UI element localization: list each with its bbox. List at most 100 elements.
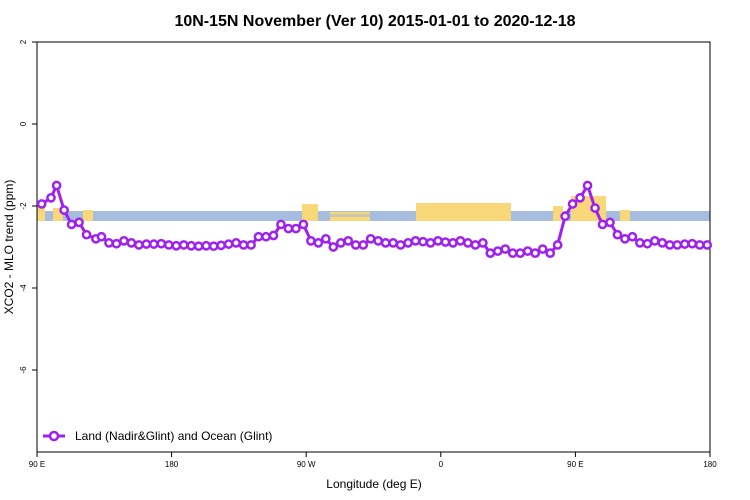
data-point (134, 240, 144, 250)
land-patch (37, 203, 45, 221)
data-point (283, 223, 294, 234)
data-point (694, 240, 705, 250)
data-point (298, 219, 309, 230)
data-point (582, 180, 593, 191)
x-axis-label: Longitude (deg E) (326, 477, 421, 491)
data-point (178, 240, 189, 250)
land-patch (53, 208, 63, 221)
data-point (440, 237, 451, 247)
data-point (418, 236, 428, 247)
y-axis: 2 0 -2 -4 -6 (19, 39, 37, 374)
data-point (560, 211, 570, 222)
data-point (335, 238, 346, 248)
data-point (679, 239, 690, 249)
data-point (46, 192, 56, 203)
data-point (478, 238, 488, 248)
data-point (223, 239, 234, 249)
data-point (216, 240, 226, 251)
data-point (672, 240, 683, 250)
data-point (231, 238, 241, 248)
data-point (328, 242, 339, 252)
ocean-band (37, 211, 710, 221)
data-point (96, 231, 107, 242)
data-point (612, 229, 623, 240)
data-point (320, 233, 331, 244)
data-point (186, 240, 197, 251)
chart-title: 10N-15N November (Ver 10) 2015-01-01 to … (174, 13, 575, 30)
data-point (350, 240, 361, 250)
y-axis-label: XCO2 - MLO trend (ppm) (2, 180, 16, 315)
data-point (276, 219, 286, 230)
data-point (515, 248, 526, 258)
data-point (380, 238, 391, 248)
x-tick-label: 180 (703, 460, 717, 469)
data-point (635, 238, 645, 248)
data-point (343, 236, 354, 246)
data-point (597, 219, 608, 230)
y-tick-label: 0 (19, 121, 28, 126)
land-ocean-map-strip (37, 196, 710, 221)
data-point (620, 233, 630, 244)
data-point (433, 236, 443, 246)
data-point (148, 239, 159, 249)
data-point (365, 233, 376, 244)
data-point (492, 246, 503, 256)
data-point (36, 199, 47, 209)
data-point (627, 231, 638, 242)
data-point (537, 244, 548, 254)
data-point (657, 238, 668, 248)
data-point (306, 236, 316, 246)
data-point (448, 238, 458, 248)
data-point (261, 231, 271, 242)
data-point (575, 192, 585, 203)
x-tick-label: 180 (165, 460, 179, 469)
data-point (104, 238, 114, 248)
land-patch (83, 210, 93, 221)
data-point (522, 246, 533, 256)
data-point (687, 238, 698, 249)
data-point (141, 239, 152, 249)
data-point (81, 229, 92, 240)
x-tick-label: 0 (439, 460, 444, 469)
data-point (485, 248, 496, 258)
land-patch (416, 203, 511, 221)
data-point (410, 236, 421, 246)
data-point (126, 238, 137, 248)
data-point (268, 230, 279, 241)
legend: Land (Nadir&Glint) and Ocean (Glint) (43, 429, 272, 443)
data-point (208, 241, 219, 252)
data-point (455, 236, 466, 246)
data-point (463, 238, 473, 248)
data-point (193, 241, 204, 252)
data-point (545, 248, 556, 258)
data-point (552, 240, 563, 250)
x-axis: 90 E 180 90 W 0 90 E 180 (29, 452, 717, 469)
data-point (395, 240, 406, 250)
legend-label: Land (Nadir&Glint) and Ocean (Glint) (75, 429, 272, 443)
y-tick-label: -4 (19, 284, 28, 292)
data-point (605, 217, 615, 228)
legend-marker-swatch (48, 430, 60, 442)
y-tick-label: -6 (19, 366, 28, 374)
data-point (664, 240, 675, 250)
data-point (119, 236, 129, 246)
data-point (373, 236, 384, 246)
data-point (111, 238, 122, 249)
data-point (313, 238, 324, 248)
data-point (500, 244, 511, 254)
data-point (470, 240, 481, 250)
x-tick-label: 90 E (567, 460, 583, 469)
data-point (590, 203, 600, 213)
series-layer (36, 180, 713, 258)
data-point (238, 240, 249, 250)
data-point (201, 240, 212, 251)
data-point (74, 217, 84, 228)
data-point (66, 219, 77, 230)
data-point (702, 240, 713, 250)
data-point (425, 238, 436, 248)
land-patch (553, 206, 563, 221)
data-point (388, 238, 398, 248)
data-point (246, 240, 256, 250)
x-tick-label: 90 E (29, 460, 45, 469)
